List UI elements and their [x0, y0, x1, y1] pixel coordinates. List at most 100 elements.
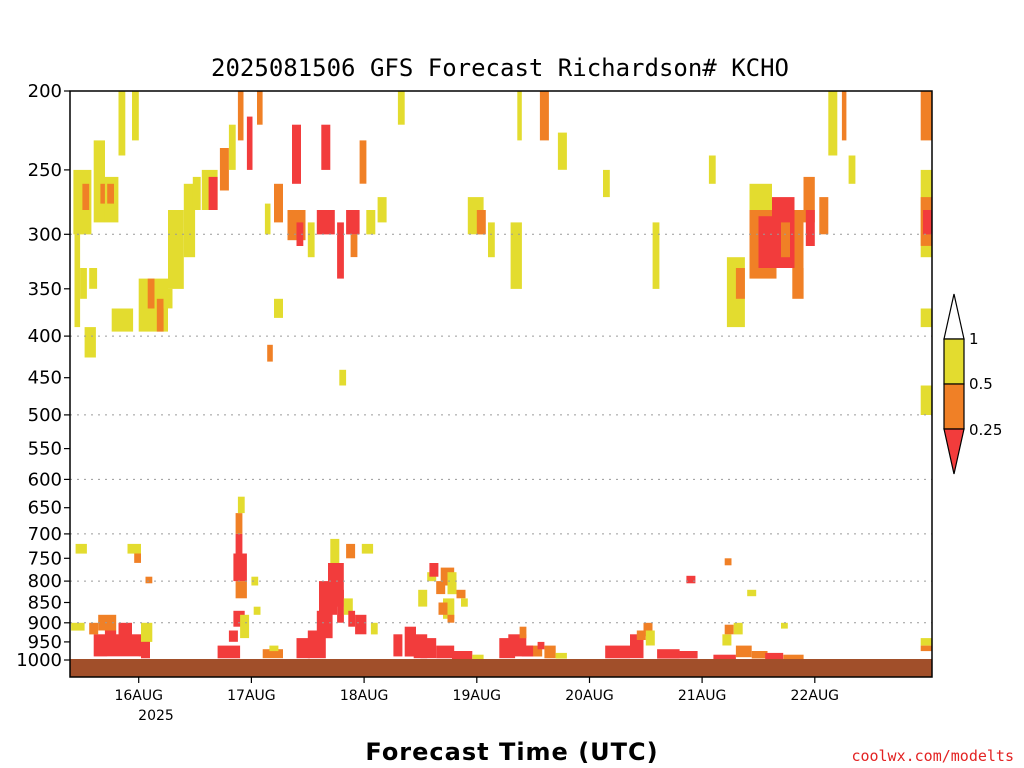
heat-cell-orange [724, 624, 734, 635]
heat-cell-red [677, 651, 698, 659]
heat-cell-red [630, 634, 644, 659]
heat-cell-yellow [330, 538, 340, 563]
heat-cell-yellow [920, 385, 932, 415]
heat-cell-red [923, 210, 932, 235]
heat-cell-yellow [141, 622, 153, 642]
ytick-label-950: 950 [28, 632, 62, 653]
xtick-label-18AUG: 18AUG [340, 688, 389, 704]
credit-text: coolwx.com/modelts [851, 747, 1014, 765]
heat-cell-red [337, 222, 344, 279]
ytick-label-550: 550 [28, 439, 62, 460]
heat-cell-red [429, 563, 439, 577]
heat-cell-yellow [377, 197, 387, 223]
ytick-label-300: 300 [28, 224, 62, 245]
ytick-label-800: 800 [28, 571, 62, 592]
heat-cell-yellow [253, 606, 261, 615]
heat-cell-yellow [80, 268, 87, 299]
heat-cell-yellow [339, 369, 347, 386]
colorbar-top-arrow [943, 293, 965, 340]
heat-cell-red [420, 638, 437, 659]
ytick-label-1000: 1000 [16, 650, 62, 671]
heat-cell-yellow [443, 598, 455, 619]
heat-cell-yellow [652, 222, 660, 289]
xtick-label-22AUG: 22AUG [791, 688, 840, 704]
heat-cell-red [805, 210, 815, 246]
heat-cell-yellow [237, 496, 245, 514]
heat-cell-yellow [920, 308, 932, 328]
heat-cell-orange [476, 210, 486, 235]
heat-cell-red [246, 116, 253, 170]
heat-cell-orange [262, 649, 283, 659]
heat-cell-red [686, 575, 696, 584]
heat-cell-orange [436, 581, 446, 595]
year-label: 2025 [138, 708, 174, 724]
heat-cell-yellow [269, 645, 279, 652]
heat-cell-red [292, 124, 301, 184]
heat-cell-red [346, 210, 360, 235]
heat-cell-orange [89, 622, 99, 635]
heat-cell-red [657, 649, 680, 659]
plot-frame [69, 90, 933, 678]
heat-cell-orange [235, 513, 243, 534]
heat-cell-white [70, 91, 75, 660]
heat-cell-yellow [89, 268, 98, 289]
heat-cell-red [713, 654, 736, 660]
heat-cell-red [208, 176, 218, 210]
heat-cell-yellow [228, 124, 236, 170]
ytick-label-750: 750 [28, 548, 62, 569]
heat-cell-red [235, 533, 243, 554]
heat-cell-yellow [397, 91, 405, 125]
heat-cell-orange [257, 91, 263, 125]
heat-cell-orange [792, 268, 804, 299]
heat-cell-orange [519, 626, 527, 639]
heat-cell-yellow [168, 210, 184, 289]
heat-cell-yellow [127, 543, 141, 554]
heat-cell-orange [526, 645, 543, 657]
heat-cell-red [537, 641, 545, 650]
heat-cell-red [321, 124, 331, 170]
heat-cell-red [228, 630, 238, 642]
heat-cell-yellow [781, 622, 788, 629]
heat-cell-orange [803, 176, 815, 223]
ytick-label-650: 650 [28, 498, 62, 519]
ytick-label-500: 500 [28, 405, 62, 426]
heat-cell-yellow [603, 169, 610, 198]
heat-cell-yellow [488, 222, 495, 258]
heat-cell-yellow [645, 630, 655, 646]
heat-cell-red [393, 634, 403, 657]
ytick-label-200: 200 [28, 81, 62, 102]
colorbar: 1 0.5 0.25 [943, 293, 1002, 475]
heat-cell-yellow [74, 234, 81, 328]
heat-cell-yellow [163, 288, 173, 309]
heat-cell-orange [447, 614, 455, 623]
heat-cell-yellow [274, 298, 283, 318]
heat-cell-yellow [722, 634, 732, 646]
heat-cell-red [605, 645, 630, 659]
heat-cell-orange [274, 183, 283, 223]
heat-cell-yellow [472, 654, 484, 660]
ytick-label-250: 250 [28, 160, 62, 181]
heat-cell-yellow [510, 222, 522, 289]
heat-cell-orange [82, 183, 90, 210]
heat-cell-orange [544, 645, 556, 659]
heat-cell-red [521, 645, 534, 657]
heat-cell-red [141, 641, 150, 659]
heat-cell-red [233, 610, 245, 627]
heat-cell-yellow [418, 589, 428, 607]
heat-cell-orange [819, 197, 829, 235]
heat-cell-red [217, 645, 241, 659]
heat-cell-yellow [517, 91, 522, 141]
colorbar-label-0.5: 0.5 [969, 375, 993, 393]
ytick-label-700: 700 [28, 524, 62, 545]
heat-cell-red [452, 651, 473, 660]
heat-cell-yellow [361, 543, 374, 554]
x-axis: 16AUG 17AUG 18AUG 19AUG 20AUG 21AUG 22AUG [114, 677, 839, 704]
heat-cell-yellow [264, 203, 271, 235]
ytick-label-350: 350 [28, 279, 62, 300]
heat-cell-yellow [251, 576, 259, 586]
plot-area [69, 90, 933, 678]
heat-cell-red [316, 210, 335, 235]
ytick-label-900: 900 [28, 613, 62, 634]
heat-cell-orange [841, 91, 847, 141]
ytick-label-450: 450 [28, 368, 62, 389]
